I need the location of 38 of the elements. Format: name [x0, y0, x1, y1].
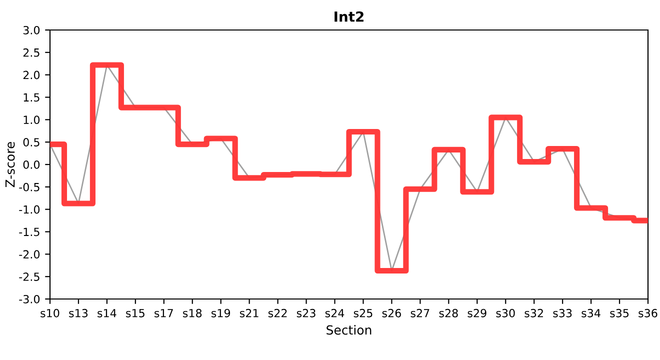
chart-title: Int2	[334, 11, 364, 22]
y-tick-label: 3.0	[23, 26, 40, 34]
y-tick-label: -3.0	[19, 294, 40, 304]
x-tick-label: s27	[410, 308, 430, 318]
y-tick-label: -1.5	[19, 228, 40, 236]
x-tick-label: s36	[638, 308, 658, 318]
x-tick-label: s21	[240, 308, 258, 318]
x-tick-label: s10	[40, 308, 60, 318]
y-tick-label: 1.0	[24, 116, 40, 124]
x-tick-label: s34	[582, 308, 600, 318]
x-axis-title: Section	[326, 325, 372, 335]
x-tick-label: s24	[325, 308, 344, 318]
y-tick-label: -2.0	[19, 250, 40, 259]
y-tick-label: 2.0	[23, 70, 40, 80]
x-tick-label: s28	[439, 308, 458, 318]
x-tick-label: s18	[183, 308, 202, 318]
x-tick-label: s32	[524, 308, 543, 318]
x-tick-label: s14	[98, 309, 116, 318]
x-tick-label: s30	[496, 308, 515, 318]
x-tick-label: s26	[382, 308, 401, 318]
y-tick-label: -0.5	[19, 182, 40, 192]
y-tick-label: 0.0	[23, 160, 40, 169]
x-tick-label: s35	[610, 308, 629, 318]
x-tick-label: s25	[354, 308, 372, 318]
y-tick-label: 2.5	[23, 48, 40, 57]
y-axis-title: Z-score	[5, 142, 15, 188]
x-tick-label: s13	[69, 308, 88, 318]
x-tick-label: s29	[468, 308, 486, 318]
y-tick-label: -1.0	[19, 205, 40, 214]
x-tick-label: s22	[268, 308, 287, 318]
y-tick-label: 1.5	[24, 93, 40, 102]
y-tick-label: 0.5	[23, 138, 40, 146]
x-tick-label: s15	[126, 309, 144, 318]
x-tick-label: s33	[553, 308, 572, 318]
x-tick-label: s17	[154, 309, 173, 318]
x-tick-label: s23	[296, 308, 316, 318]
x-tick-label: s19	[211, 308, 230, 318]
y-tick-label: -2.5	[19, 272, 40, 281]
